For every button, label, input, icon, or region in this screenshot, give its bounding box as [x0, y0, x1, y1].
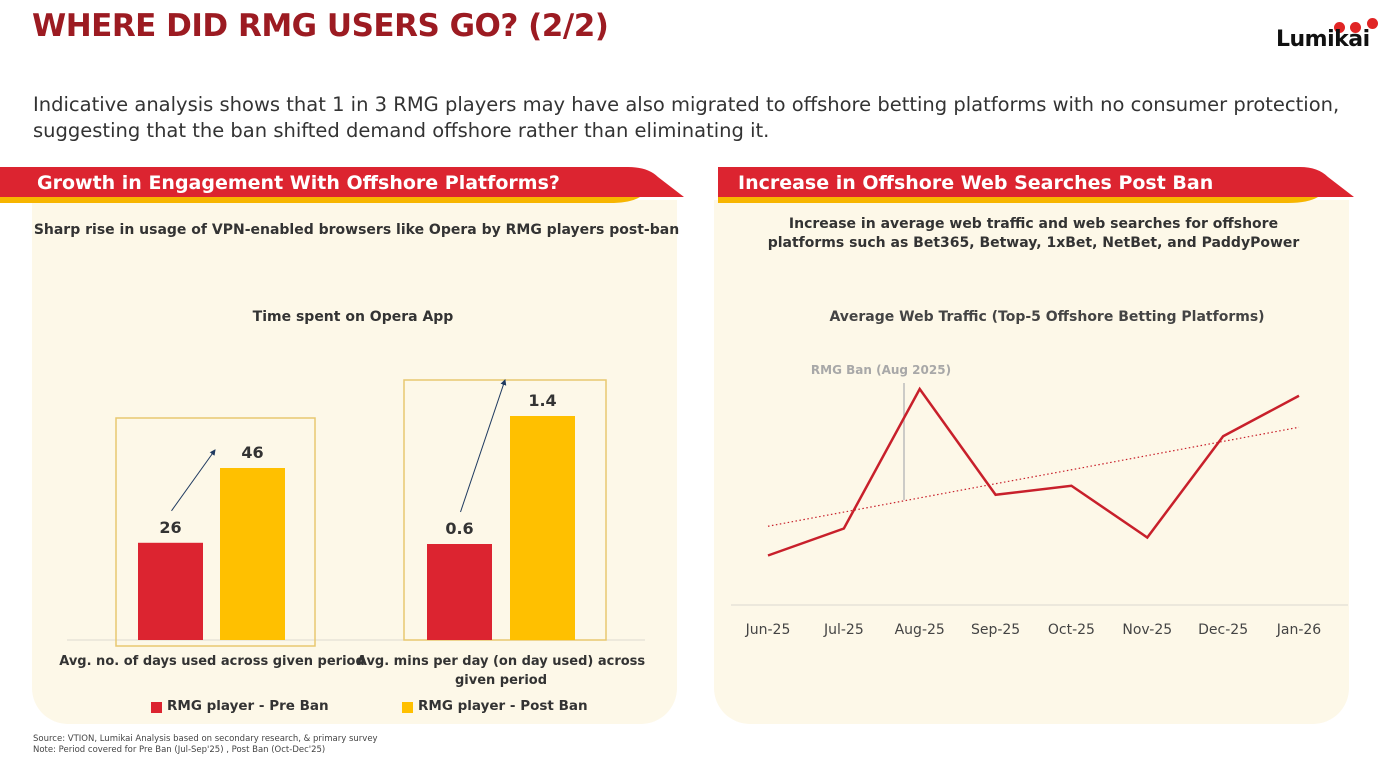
growth-arrow — [460, 379, 507, 513]
logo-text: Lumikai — [1276, 27, 1370, 52]
line-chart-title: Average Web Traffic (Top-5 Offshore Bett… — [829, 309, 1264, 325]
panel-header-title: Increase in Offshore Web Searches Post B… — [738, 172, 1214, 194]
header-banner-shape — [718, 167, 1354, 203]
logo-dot — [1367, 18, 1378, 29]
legend-item-post-ban: RMG player - Post Ban — [402, 698, 588, 714]
panel-header-title: Growth in Engagement With Offshore Platf… — [37, 172, 560, 194]
footnote: Source: VTION, Lumikai Analysis based on… — [33, 734, 378, 756]
x-tick-label: Jun-25 — [745, 622, 791, 638]
bar-pre-ban — [138, 542, 203, 640]
bar-post-ban — [220, 468, 285, 640]
bar-category-label: Avg. mins per day (on day used) across — [357, 654, 646, 669]
bar-value-label: 0.6 — [445, 519, 473, 538]
growth-arrow — [171, 449, 216, 512]
highlight-box — [115, 417, 316, 647]
legend-swatch-yellow — [402, 702, 413, 713]
x-tick-label: Jul-25 — [823, 622, 864, 638]
web-searches-panel: Increase in Offshore Web Searches Post B… — [712, 167, 1355, 724]
lumikai-logo: Lumikai — [1272, 18, 1384, 54]
legend-swatch-red — [151, 702, 162, 713]
bar-category-label: given period — [455, 673, 547, 688]
page-subtitle: Indicative analysis shows that 1 in 3 RM… — [33, 93, 1340, 142]
bar-category-label: Avg. no. of days used across given perio… — [59, 654, 365, 669]
panel-caption-line: platforms such as Bet365, Betway, 1xBet,… — [767, 235, 1300, 251]
ban-marker-label: RMG Ban (Aug 2025) — [811, 363, 951, 377]
panel-caption-line: Increase in average web traffic and web … — [788, 216, 1279, 232]
bar-value-label: 26 — [159, 518, 181, 537]
legend-label: RMG player - Pre Ban — [167, 698, 329, 714]
bar-pre-ban — [427, 544, 492, 640]
x-tick-label: Oct-25 — [1048, 622, 1095, 638]
logo-dot — [1334, 22, 1345, 33]
bar-chart-title: Time spent on Opera App — [253, 309, 454, 325]
line-chart: Average Web Traffic (Top-5 Offshore Bett… — [731, 309, 1348, 638]
x-tick-label: Aug-25 — [895, 622, 945, 638]
bar-chart: Time spent on Opera App 26 46 0.6 1.4 Avg. … — [59, 309, 645, 688]
x-tick-label: Sep-25 — [971, 622, 1020, 638]
logo-dot — [1350, 22, 1361, 33]
bar-post-ban — [510, 416, 575, 640]
web-traffic-line — [767, 386, 1300, 557]
header-banner-shape — [0, 167, 684, 203]
x-tick-label: Jan-26 — [1276, 622, 1322, 638]
bar-value-label: 46 — [241, 443, 263, 462]
footnote-source: Source: VTION, Lumikai Analysis based on… — [33, 734, 378, 744]
panel-caption: Sharp rise in usage of VPN-enabled brows… — [33, 222, 680, 238]
panel-body — [714, 200, 1349, 724]
page-title: WHERE DID RMG USERS GO? (2/2) — [32, 8, 609, 44]
panel-caption: Increase in average web traffic and web … — [712, 215, 1355, 253]
legend-item-pre-ban: RMG player - Pre Ban — [151, 698, 329, 714]
footnote-note: Note: Period covered for Pre Ban (Jul-Se… — [33, 745, 326, 755]
bar-value-label: 1.4 — [528, 391, 556, 410]
x-tick-label: Dec-25 — [1198, 622, 1248, 638]
legend-label: RMG player - Post Ban — [418, 698, 588, 714]
x-tick-label: Nov-25 — [1122, 622, 1172, 638]
